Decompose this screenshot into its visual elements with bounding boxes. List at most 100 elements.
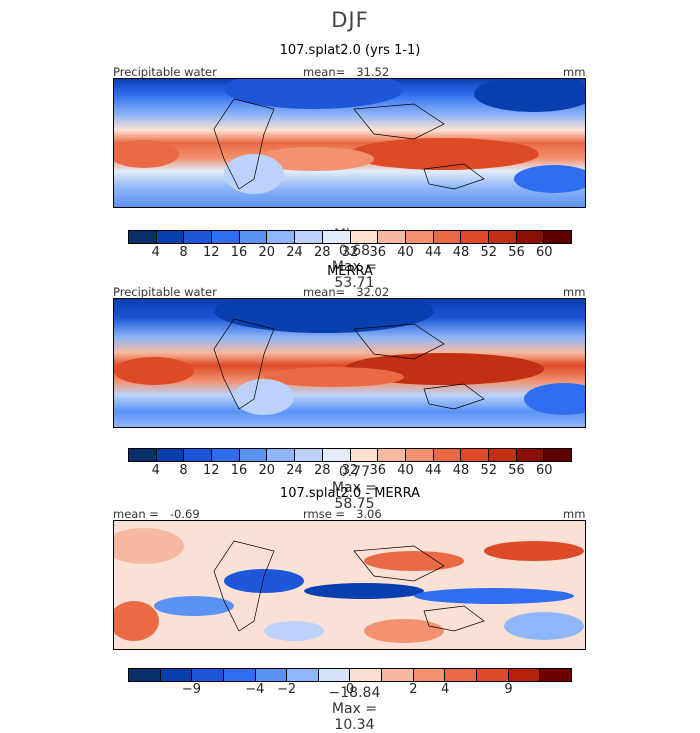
panel2-min-value: 0.77	[338, 464, 371, 480]
colorbar-swatch	[516, 449, 545, 461]
colorbar-swatch	[461, 449, 489, 461]
panel1-map	[113, 78, 586, 208]
colorbar-tick-label: 9	[504, 682, 513, 697]
colorbar-tick-label: −4	[245, 682, 265, 697]
colorbar-tick-label: 40	[397, 245, 414, 260]
panel3-heatmap	[114, 521, 585, 649]
panel1-heatmap	[114, 79, 585, 207]
colorbar-tick-label: 32	[341, 463, 359, 478]
colorbar-tick-label: 16	[230, 245, 248, 260]
panel3-colorbar	[128, 668, 572, 682]
colorbar-swatch	[318, 669, 351, 681]
panel3-rmse-value: 3.06	[356, 507, 382, 521]
colorbar-tick-label: 20	[258, 245, 276, 260]
colorbar-tick-label: 44	[424, 245, 442, 260]
panel2-units: mm	[563, 285, 586, 299]
panel3-mean-value: -0.69	[169, 507, 200, 521]
colorbar-swatch	[184, 231, 213, 243]
panel3-units: mm	[563, 507, 586, 521]
colorbar-swatch	[184, 449, 213, 461]
colorbar-tick-label: 2	[409, 682, 418, 697]
colorbar-swatch	[295, 449, 323, 461]
colorbar-swatch	[322, 231, 351, 243]
colorbar-swatch	[378, 231, 406, 243]
colorbar-tick-label: 56	[508, 463, 525, 478]
colorbar-swatch	[508, 669, 541, 681]
colorbar-swatch	[287, 669, 319, 681]
colorbar-swatch	[544, 231, 571, 243]
panel2-title: MERRA	[327, 264, 373, 279]
panel1-max-value: 53.71	[334, 275, 375, 291]
colorbar-swatch	[212, 449, 240, 461]
panel3-colorbar-ticks: −9 −4 −2 0 2 4 9	[128, 682, 572, 700]
colorbar-tick-label: 4	[151, 245, 160, 260]
colorbar-tick-label: 8	[179, 245, 188, 260]
colorbar-swatch	[433, 449, 462, 461]
colorbar-tick-label: 4	[151, 463, 160, 478]
colorbar-tick-label: 28	[313, 463, 331, 478]
colorbar-tick-label: 0	[345, 682, 355, 697]
panel1-title: 107.splat2.0 (yrs 1-1)	[279, 43, 421, 58]
colorbar-swatch	[405, 231, 434, 243]
colorbar-swatch	[350, 231, 379, 243]
panel1-variable-label: Precipitable water	[113, 65, 217, 79]
panel2-max-label: Max =	[331, 480, 378, 496]
colorbar-swatch	[544, 449, 571, 461]
panel3-rmse-label: rmse =	[303, 507, 346, 521]
panel1-units: mm	[563, 65, 586, 79]
colorbar-swatch	[160, 669, 193, 681]
colorbar-swatch	[156, 449, 185, 461]
colorbar-swatch	[378, 449, 406, 461]
colorbar-swatch	[382, 669, 414, 681]
panel2-variable-label: Precipitable water	[113, 285, 217, 299]
colorbar-tick-label: 12	[202, 463, 220, 478]
panel2-colorbar	[128, 448, 572, 462]
colorbar-tick-label: 28	[313, 245, 331, 260]
panel3-max-label: Max =	[331, 701, 378, 717]
panel3-title: 107.splat2.0 - MERRA	[279, 486, 421, 501]
panel1-mean-label: mean=	[303, 65, 346, 79]
colorbar-swatch	[477, 669, 509, 681]
colorbar-tick-label: −9	[181, 682, 202, 697]
colorbar-tick-label: 16	[230, 463, 248, 478]
panel2-max-value: 58.75	[334, 496, 375, 512]
colorbar-tick-label: 32	[341, 245, 359, 260]
colorbar-tick-label: 48	[452, 463, 470, 478]
panel2-mean-value: 32.02	[356, 285, 390, 299]
page-title: DJF	[331, 8, 369, 32]
colorbar-swatch	[461, 231, 489, 243]
colorbar-swatch	[295, 231, 323, 243]
colorbar-swatch	[255, 669, 288, 681]
colorbar-swatch	[212, 231, 240, 243]
panel2-mean-label: mean=	[303, 285, 346, 299]
colorbar-tick-label: 52	[480, 463, 498, 478]
colorbar-swatch	[405, 449, 434, 461]
panel2-colorbar-ticks: 4 8 12 16 20 24 28 32 36 40 44 48 52 56 60	[128, 463, 572, 481]
colorbar-tick-label: 60	[535, 463, 553, 478]
colorbar-swatch	[129, 449, 157, 461]
colorbar-tick-label: 36	[369, 463, 387, 478]
colorbar-swatch	[350, 449, 379, 461]
panel1-mean-value: 31.52	[356, 65, 390, 79]
colorbar-swatch	[540, 669, 571, 681]
panel1-colorbar-ticks: 4 8 12 16 20 24 28 32 36 40 44 48 52 56 60	[128, 245, 572, 263]
colorbar-swatch	[350, 669, 383, 681]
colorbar-tick-label: 40	[397, 463, 414, 478]
panel3-min-value: −18.84	[328, 685, 381, 701]
colorbar-swatch	[156, 231, 185, 243]
panel1-min-value: 0.68	[338, 243, 371, 259]
panel2-map	[113, 298, 586, 428]
colorbar-swatch	[267, 231, 296, 243]
colorbar-tick-label: 24	[286, 463, 303, 478]
colorbar-swatch	[488, 231, 517, 243]
colorbar-tick-label: 36	[369, 245, 387, 260]
colorbar-tick-label: 8	[179, 463, 188, 478]
panel3-max-value: 10.34	[334, 717, 375, 733]
panel3-mean-label: mean =	[113, 507, 159, 521]
colorbar-tick-label: 52	[480, 245, 498, 260]
panel1-colorbar	[128, 230, 572, 244]
colorbar-swatch	[433, 231, 462, 243]
colorbar-swatch	[192, 669, 224, 681]
colorbar-swatch	[223, 669, 256, 681]
colorbar-swatch	[413, 669, 446, 681]
